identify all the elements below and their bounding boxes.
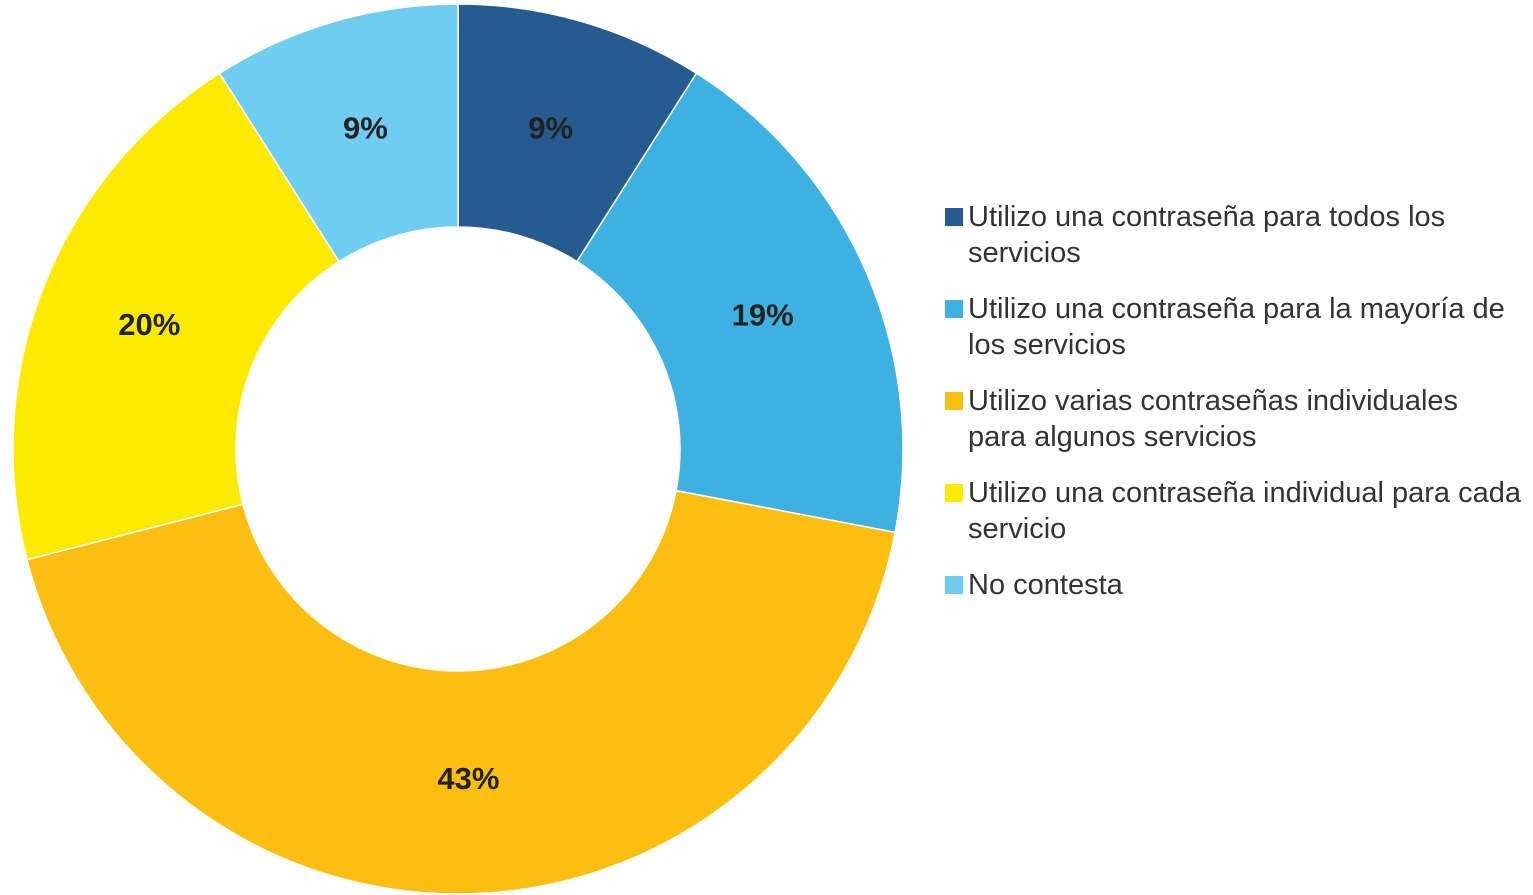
data-label: 19% (732, 297, 794, 332)
legend: Utilizo una contraseña para todos los se… (945, 199, 1530, 623)
legend-item: Utilizo varias contraseñas individuales … (945, 383, 1530, 455)
legend-item: No contesta (945, 567, 1530, 603)
legend-label: No contesta (968, 569, 1123, 601)
legend-item: Utilizo una contraseña para la mayoría d… (945, 291, 1530, 363)
legend-item: Utilizo una contraseña individual para c… (945, 475, 1530, 547)
donut-segment (12, 72, 341, 561)
data-label: 20% (118, 307, 180, 342)
chart: 9% 19% 43% 20% 9% (12, 3, 904, 895)
data-label: 43% (437, 761, 499, 796)
donut-segment (575, 72, 904, 534)
legend-swatch (945, 300, 963, 318)
donut-segment (218, 3, 459, 263)
legend-swatch (945, 484, 963, 502)
legend-label: Utilizo una contraseña para la mayoría d… (968, 293, 1505, 361)
data-label: 9% (343, 110, 388, 145)
legend-swatch (945, 576, 963, 594)
legend-swatch (945, 208, 963, 226)
donut-segment (26, 489, 896, 895)
legend-label: Utilizo una contraseña individual para c… (968, 477, 1521, 545)
data-label: 9% (528, 110, 573, 145)
legend-label: Utilizo varias contraseñas individuales … (968, 385, 1459, 453)
legend-item: Utilizo una contraseña para todos los se… (945, 199, 1530, 271)
legend-swatch (945, 392, 963, 410)
legend-label: Utilizo una contraseña para todos los se… (968, 201, 1446, 269)
